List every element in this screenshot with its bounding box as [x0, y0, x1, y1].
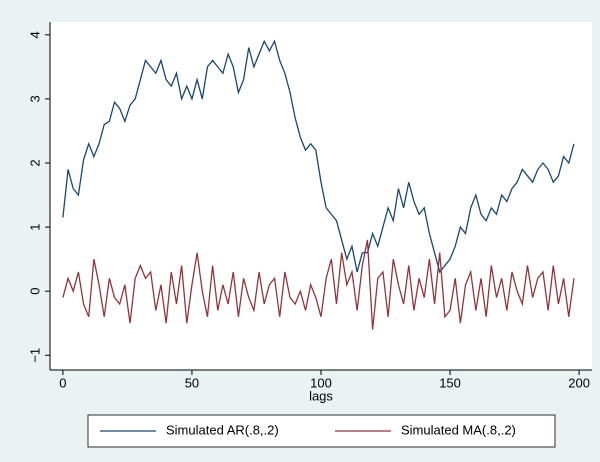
plot-area: [50, 22, 592, 370]
y-tick-label: 2: [27, 159, 42, 166]
x-tick-label: 0: [59, 375, 66, 390]
legend-label: Simulated MA(.8,.2): [401, 422, 516, 437]
x-tick-label: 200: [568, 375, 590, 390]
y-tick-label: −1: [27, 348, 42, 363]
y-tick-label: 1: [27, 223, 42, 230]
x-tick-label: 100: [310, 375, 332, 390]
legend: [87, 414, 556, 448]
y-tick-label: 3: [27, 95, 42, 102]
x-axis-label: lags: [309, 388, 333, 403]
series-line: [62, 239, 575, 330]
y-tick-label: 0: [27, 288, 42, 295]
x-tick-label: 150: [439, 375, 461, 390]
legend-label: Simulated AR(.8,.2): [166, 422, 279, 437]
x-tick-label: 50: [185, 375, 199, 390]
y-tick-label: 4: [27, 31, 42, 38]
series-line: [62, 39, 575, 274]
